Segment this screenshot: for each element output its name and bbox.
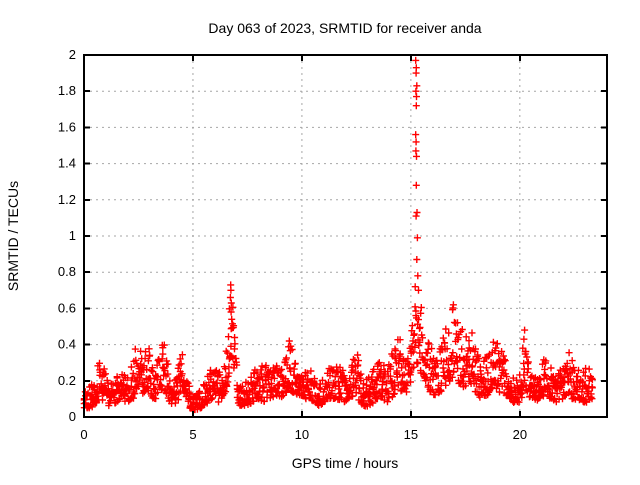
y-tick-label: 1 <box>69 228 76 243</box>
y-tick-label: 2 <box>69 47 76 62</box>
x-tick-label: 15 <box>404 427 418 442</box>
data-points-layer <box>80 56 596 414</box>
grid-layer <box>84 55 607 417</box>
y-tick-label: 1.4 <box>58 156 76 171</box>
axes-layer <box>83 54 608 418</box>
y-tick-label: 1.8 <box>58 83 76 98</box>
y-tick-label: 0.4 <box>58 337 76 352</box>
x-axis-label: GPS time / hours <box>292 455 399 471</box>
y-tick-label: 1.6 <box>58 119 76 134</box>
chart-title: Day 063 of 2023, SRMTID for receiver and… <box>208 20 481 36</box>
x-tick-label: 5 <box>189 427 196 442</box>
tick-label-layer: 0 5 10 15 20 0 0.2 0.4 0.6 0.8 1 1.2 1.4 1.6 1.8 2 <box>58 47 527 442</box>
y-tick-label: 0.8 <box>58 264 76 279</box>
x-tick-label: 10 <box>295 427 309 442</box>
y-tick-label: 0.2 <box>58 373 76 388</box>
x-tick-label: 20 <box>513 427 527 442</box>
y-axis-label: SRMTID / TECUs <box>5 181 21 291</box>
y-tick-label: 0 <box>69 409 76 424</box>
srmtid-data-points <box>80 56 596 414</box>
y-tick-label: 1.2 <box>58 192 76 207</box>
y-tick-label: 0.6 <box>58 300 76 315</box>
x-tick-label: 0 <box>80 427 87 442</box>
